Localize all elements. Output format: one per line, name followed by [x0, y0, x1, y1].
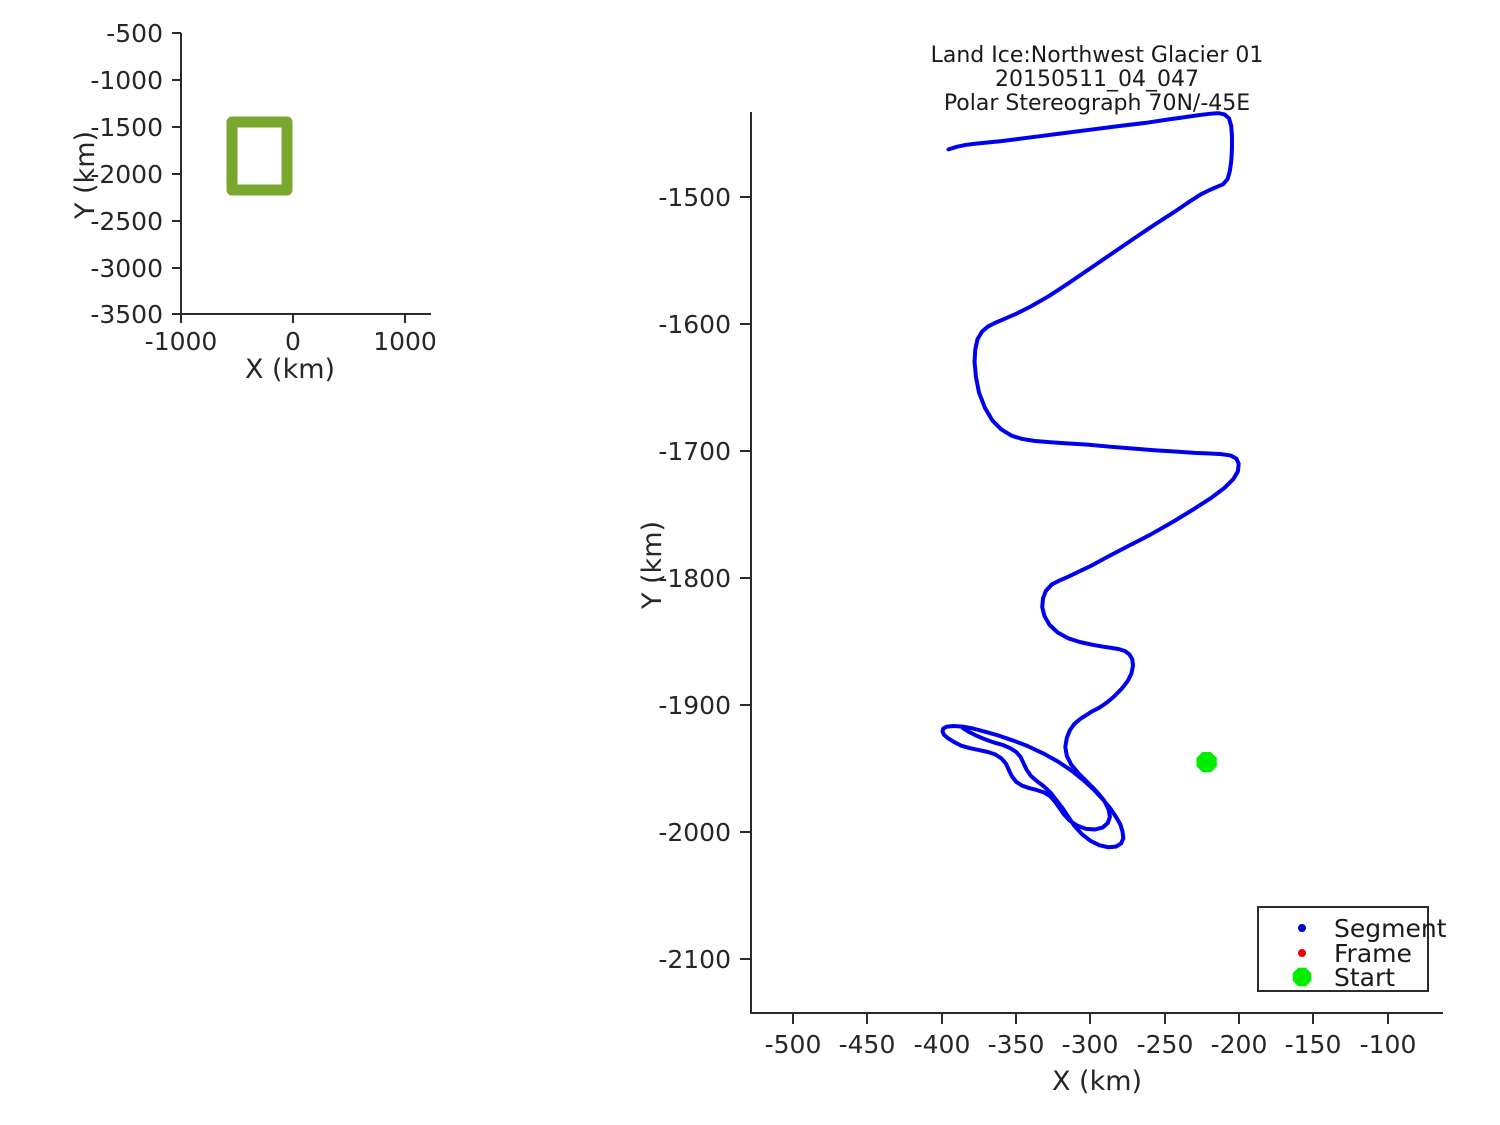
start-marker	[1196, 751, 1217, 773]
inset-y-axis-title: Y (km)	[70, 131, 101, 220]
inset-y-tick-label: -3500	[90, 300, 163, 329]
segment-dot-icon	[1298, 924, 1306, 932]
main-y-tick-label: -1500	[658, 183, 731, 212]
legend-label-segment: Segment	[1334, 914, 1447, 943]
legend-item-start[interactable]: Start	[1292, 963, 1396, 992]
plot-title-line-2: 20150511_04_047	[995, 67, 1199, 92]
main-x-tick-label: -450	[839, 1030, 896, 1059]
plot-title-line-3: Polar Stereograph 70N/-45E	[944, 91, 1250, 116]
main-y-tick-label: -2000	[658, 818, 731, 847]
inset-y-tick-label: -3000	[90, 254, 163, 283]
legend-label-frame: Frame	[1334, 939, 1412, 968]
main-y-tick-label: -1700	[658, 437, 731, 466]
main-x-tick-label: -300	[1062, 1030, 1119, 1059]
main-y-tick-labels: -1500 -1600 -1700 -1800 -1900 -2000 -210…	[658, 183, 731, 974]
inset-y-ticks	[172, 32, 181, 315]
main-y-tick-label: -1600	[658, 310, 731, 339]
legend-box	[1257, 906, 1429, 992]
main-y-tick-label: -1900	[658, 691, 731, 720]
main-x-tick-label: -100	[1360, 1030, 1417, 1059]
inset-axis-spines	[180, 33, 431, 315]
inset-x-tick-label: -1000	[145, 327, 218, 356]
inset-x-tick-labels: -1000 0 1000	[145, 327, 437, 356]
main-y-ticks	[740, 196, 751, 960]
inset-y-tick-label: -500	[106, 19, 163, 48]
start-octagon-icon	[1292, 967, 1312, 987]
inset-y-tick-label: -1000	[90, 66, 163, 95]
main-x-tick-label: -200	[1211, 1030, 1268, 1059]
legend-item-frame[interactable]: Frame	[1298, 939, 1412, 968]
inset-y-tick-label: -1500	[90, 113, 163, 142]
main-x-tick-label: -400	[914, 1030, 971, 1059]
main-x-tick-label: -500	[765, 1030, 822, 1059]
inset-overview-axes: -500 -1000 -1500 -2000 -2500 -3000 -3500…	[70, 19, 437, 385]
main-x-tick-labels: -500 -450 -400 -350 -300 -250 -200 -150 …	[765, 1030, 1417, 1059]
inset-y-tick-label: -2000	[90, 160, 163, 189]
segment-flight-track	[940, 111, 1241, 850]
main-y-tick-label: -2100	[658, 945, 731, 974]
main-track-axes: Land Ice:Northwest Glacier 01 20150511_0…	[637, 43, 1443, 1097]
main-x-tick-label: -150	[1285, 1030, 1342, 1059]
plot-title-line-1: Land Ice:Northwest Glacier 01	[931, 43, 1264, 68]
inset-x-tick-label: 1000	[373, 327, 437, 356]
legend-label-start: Start	[1334, 963, 1395, 992]
main-x-axis-title: X (km)	[1052, 1066, 1142, 1097]
frame-dot-icon	[1298, 949, 1306, 957]
main-x-ticks	[792, 1013, 1389, 1024]
inset-x-ticks	[180, 314, 406, 323]
region-of-interest-box	[226, 116, 293, 196]
inset-x-tick-label: 0	[285, 327, 301, 356]
inset-y-tick-labels: -500 -1000 -1500 -2000 -2500 -3000 -3500	[90, 19, 163, 329]
main-axis-spines	[750, 112, 1443, 1014]
legend-item-segment[interactable]: Segment	[1298, 914, 1447, 943]
main-x-tick-label: -350	[988, 1030, 1045, 1059]
main-y-tick-label: -1800	[658, 564, 731, 593]
legend[interactable]: Segment Frame Start	[1257, 906, 1447, 992]
main-y-axis-title: Y (km)	[637, 521, 668, 610]
main-x-tick-label: -250	[1137, 1030, 1194, 1059]
inset-x-axis-title: X (km)	[245, 354, 335, 385]
inset-y-tick-label: -2500	[90, 207, 163, 236]
